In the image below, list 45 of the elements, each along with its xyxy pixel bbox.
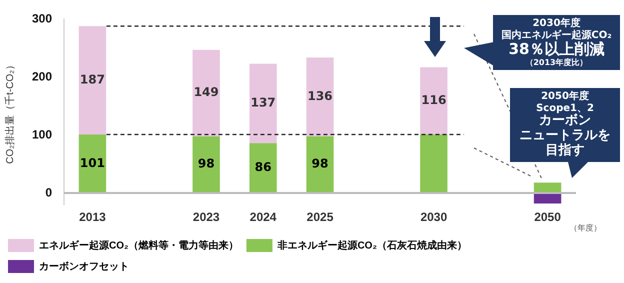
legend-label: エネルギー起源CO₂（燃料等・電力等由来） [39, 239, 238, 252]
annotation: （2013年度比） [524, 58, 589, 68]
data-label: 137 [250, 96, 276, 110]
legend-label: カーボンオフセット [39, 260, 129, 272]
annotation: 38％以上削減 [508, 40, 606, 58]
bar [534, 193, 562, 204]
y-tick-label: 0 [45, 185, 52, 200]
data-label: 187 [80, 72, 105, 86]
bar [78, 26, 106, 134]
data-label: 136 [307, 88, 333, 103]
annotation: カーボン [539, 113, 592, 129]
data-label: 116 [421, 93, 446, 108]
data-label: 101 [80, 156, 105, 170]
x-tick-label: 2024 [250, 210, 277, 224]
x-tick-label: 2013 [79, 210, 106, 224]
bar [306, 57, 334, 136]
annotation: Scope1、2 [535, 102, 595, 114]
annotation: 国内エネルギー起源CO₂ [500, 30, 613, 41]
bar [420, 67, 448, 134]
annotation: 目指す [544, 142, 586, 159]
annotation: 2030年度 [532, 18, 582, 30]
data-label: 98 [312, 156, 328, 171]
x-tick-label: 2025 [306, 210, 334, 224]
x-axis-title: （年度） [570, 224, 602, 233]
y-tick-label: 300 [32, 12, 52, 26]
bar [420, 134, 448, 194]
data-label: 86 [254, 160, 272, 174]
x-tick-label: 2030 [420, 210, 448, 224]
bar [249, 64, 277, 144]
y-tick-label: 200 [32, 69, 52, 84]
x-tick-label: 2023 [192, 210, 220, 224]
bar [192, 136, 220, 194]
y-axis-title: CO₂排出量（千t-CO₂） [4, 60, 16, 164]
bar [249, 143, 277, 194]
bar [78, 134, 106, 194]
data-label: 149 [194, 85, 219, 100]
legend-label: 非エネルギー起源CO₂（石灰石焼成由来） [276, 239, 467, 252]
bar [192, 50, 220, 136]
bar [534, 182, 562, 194]
y-tick-label: 100 [32, 127, 52, 142]
bar [306, 136, 334, 194]
data-label: 98 [198, 156, 215, 171]
annotation: ニュートラルを [518, 128, 612, 143]
x-tick-label: 2050 [534, 210, 562, 224]
annotation: 2050年度 [540, 91, 590, 102]
